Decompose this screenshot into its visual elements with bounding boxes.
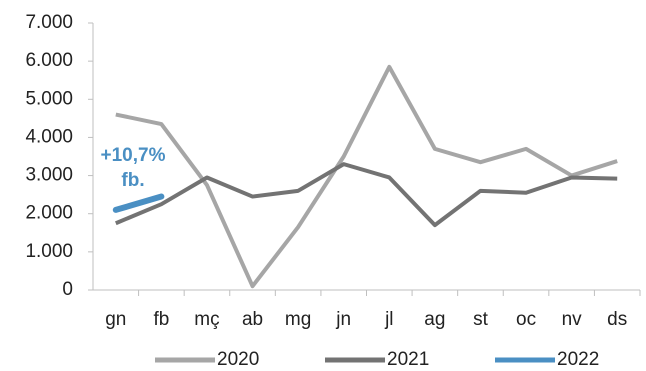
x-tick-label: jl [384,309,393,330]
annotation: +10,7% [101,145,166,166]
series-line [115,162,618,228]
series-line [112,193,165,213]
y-tick-label: 3.000 [25,165,73,186]
x-tick-label: mç [194,309,219,330]
x-tick-label: ds [607,309,627,330]
x-tick-label: nv [562,309,583,330]
x-tick-label: oc [516,309,536,330]
y-tick-label: 1.000 [25,241,73,262]
x-tick-label: ab [242,309,263,330]
legend-label: 2022 [557,349,599,370]
legend-label: 2020 [217,349,259,370]
x-tick-label: jn [335,309,351,330]
x-tick-label: mg [285,309,311,330]
x-tick-label: gn [105,309,126,330]
y-tick-label: 7.000 [25,12,73,33]
y-tick-label: 0 [62,279,73,300]
x-tick-label: ag [424,309,445,330]
y-tick-label: 6.000 [25,50,73,71]
y-tick-label: 4.000 [25,126,73,147]
series-line [115,64,618,289]
annotation: fb. [121,170,144,191]
y-tick-label: 5.000 [25,88,73,109]
x-tick-label: fb [153,309,169,330]
y-tick-label: 2.000 [25,203,73,224]
legend-label: 2021 [387,349,429,370]
x-tick-label: st [473,309,489,330]
